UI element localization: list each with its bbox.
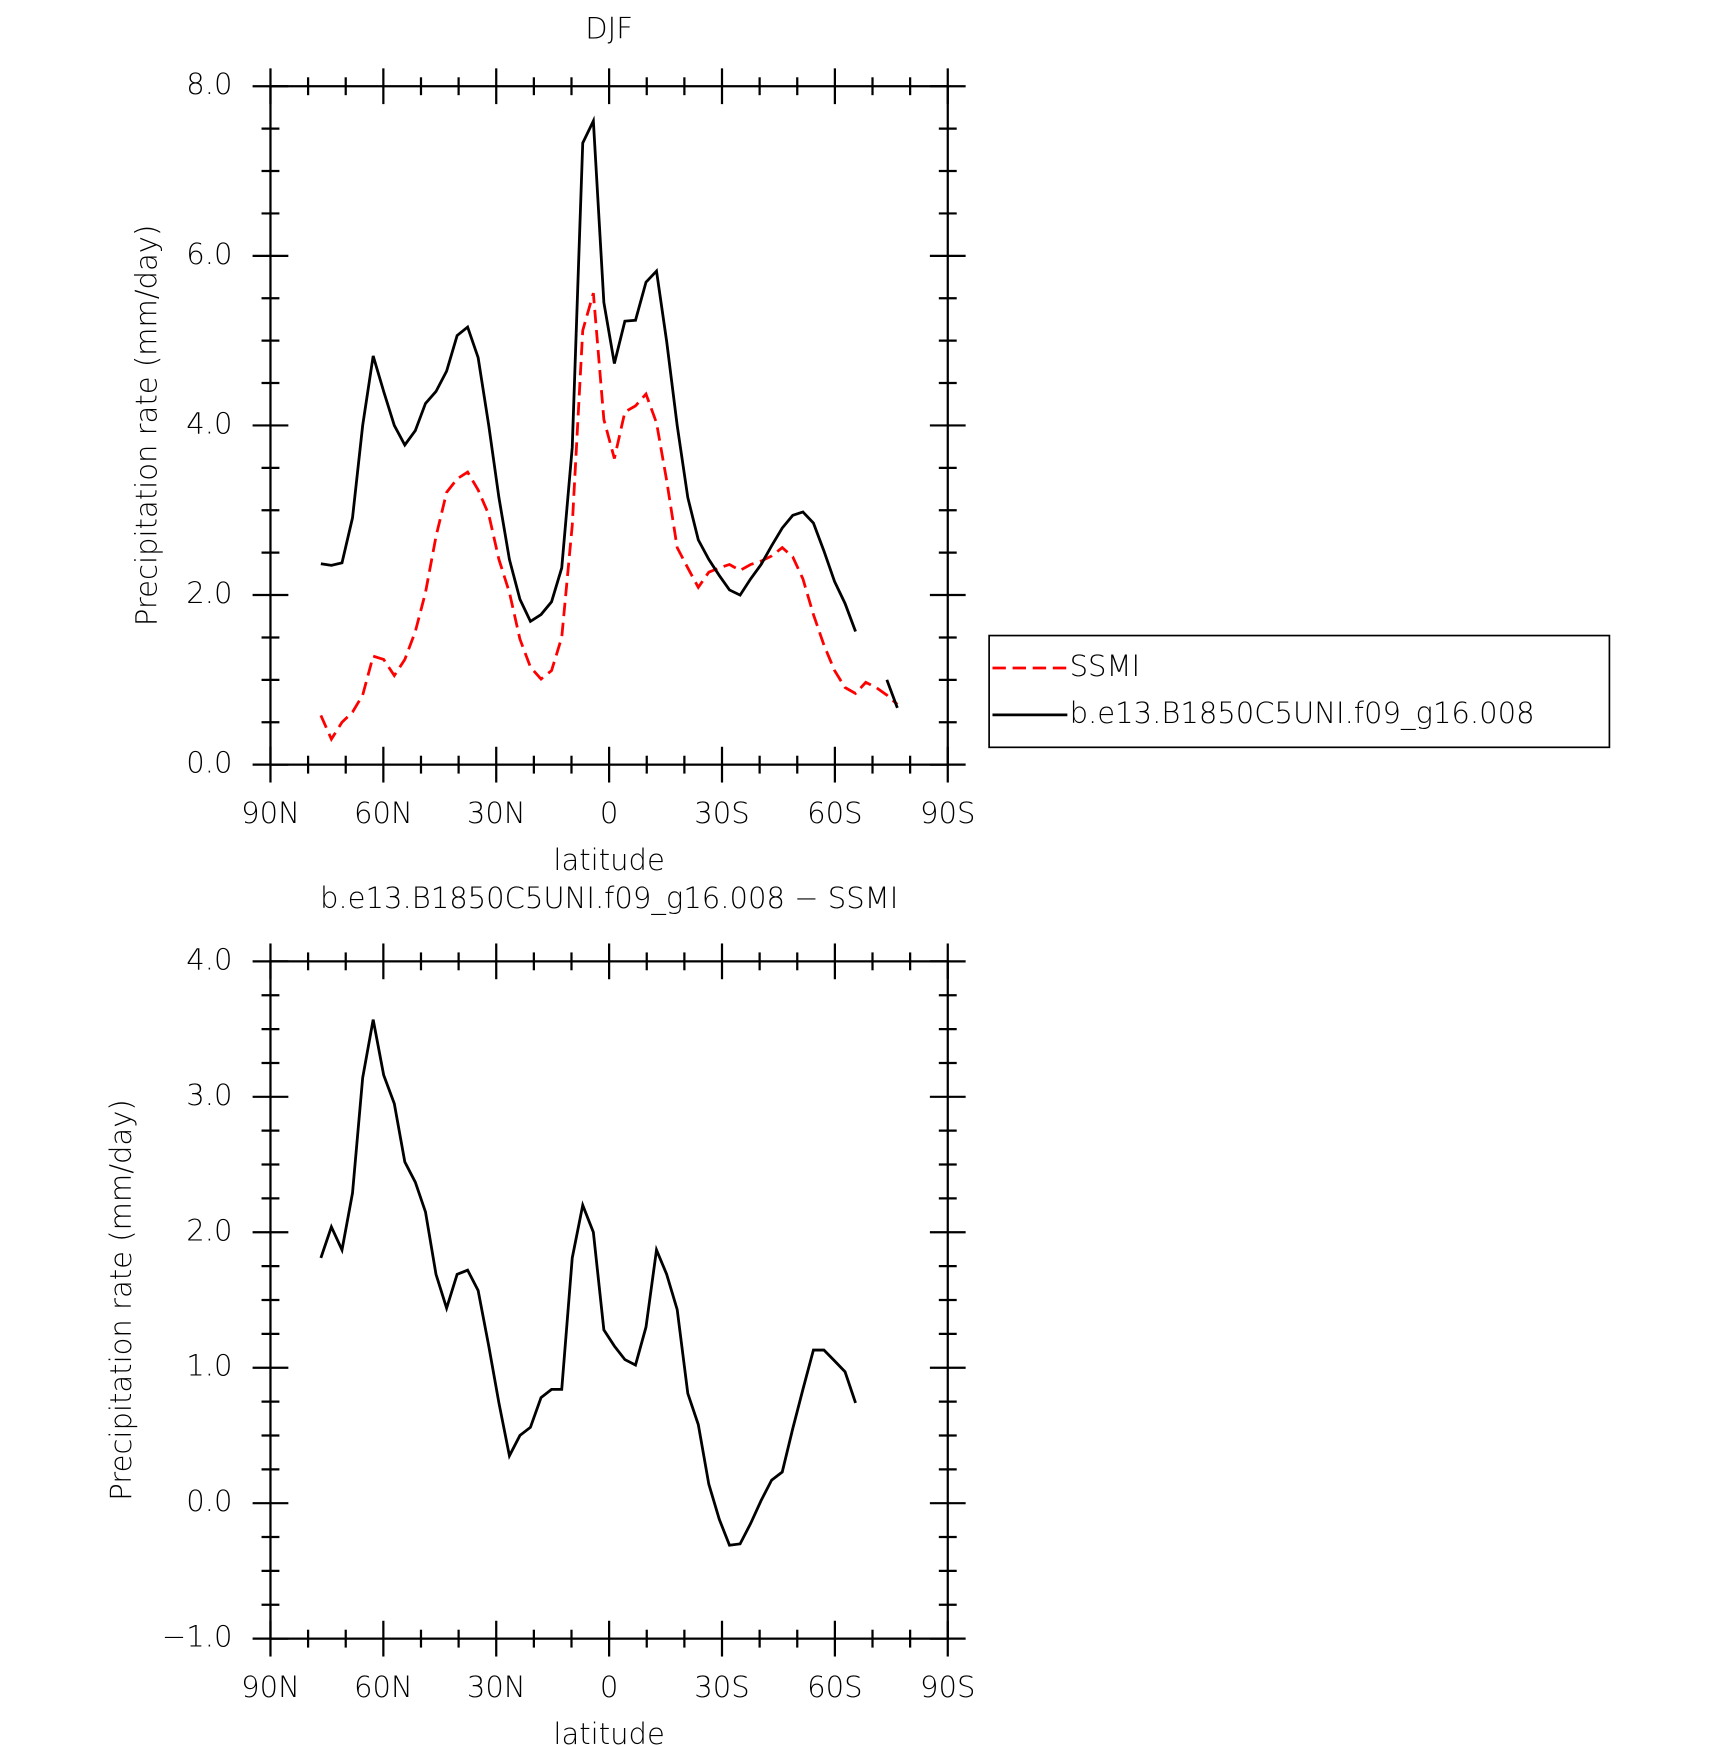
legend-label: SSMI — [1070, 649, 1141, 683]
y-tick-label: 3.0 — [186, 1078, 232, 1112]
y-tick-label: −1.0 — [162, 1620, 233, 1654]
y-tick-label: 1.0 — [186, 1349, 232, 1383]
x-tick-label: 90S — [920, 796, 975, 830]
x-tick-label: 60N — [354, 1670, 413, 1704]
y-tick-label: 0.0 — [186, 1484, 232, 1518]
data-line — [319, 292, 899, 743]
x-tick-label: 0 — [600, 1670, 618, 1704]
y-axis-label: Precipitation rate (mm/day) — [130, 225, 164, 627]
x-tick-label: 60S — [807, 1670, 862, 1704]
y-tick-label: 4.0 — [186, 406, 232, 440]
y-tick-label: 8.0 — [186, 67, 232, 101]
y-axis-label: Precipitation rate (mm/day) — [104, 1099, 138, 1501]
y-tick-label: 2.0 — [186, 576, 232, 610]
y-tick-label: 4.0 — [186, 942, 232, 976]
x-tick-label: 90N — [241, 1670, 300, 1704]
chart-title: b.e13.B1850C5UNI.f09_g16.008 − SSMI — [320, 881, 898, 916]
x-tick-label: 30N — [467, 1670, 526, 1704]
plot-frame — [269, 960, 949, 1640]
x-tick-label: 90S — [920, 1670, 975, 1704]
x-tick-label: 30N — [467, 796, 526, 830]
x-tick-label: 60N — [354, 796, 413, 830]
x-tick-label: 90N — [241, 796, 300, 830]
data-line — [320, 115, 899, 709]
y-tick-label: 2.0 — [186, 1213, 232, 1247]
x-tick-label: 60S — [807, 796, 862, 830]
x-tick-label: 0 — [600, 796, 618, 830]
chart-title: DJF — [585, 11, 633, 45]
legend-box — [988, 634, 1611, 749]
x-tick-label: 30S — [694, 796, 749, 830]
y-tick-label: 6.0 — [186, 237, 232, 271]
x-tick-label: 30S — [694, 1670, 749, 1704]
x-axis-label: latitude — [553, 843, 664, 877]
legend-label: b.e13.B1850C5UNI.f09_g16.008 — [1070, 696, 1535, 731]
x-axis-label: latitude — [553, 1717, 664, 1745]
y-tick-label: 0.0 — [186, 746, 232, 780]
data-line — [319, 1019, 857, 1547]
